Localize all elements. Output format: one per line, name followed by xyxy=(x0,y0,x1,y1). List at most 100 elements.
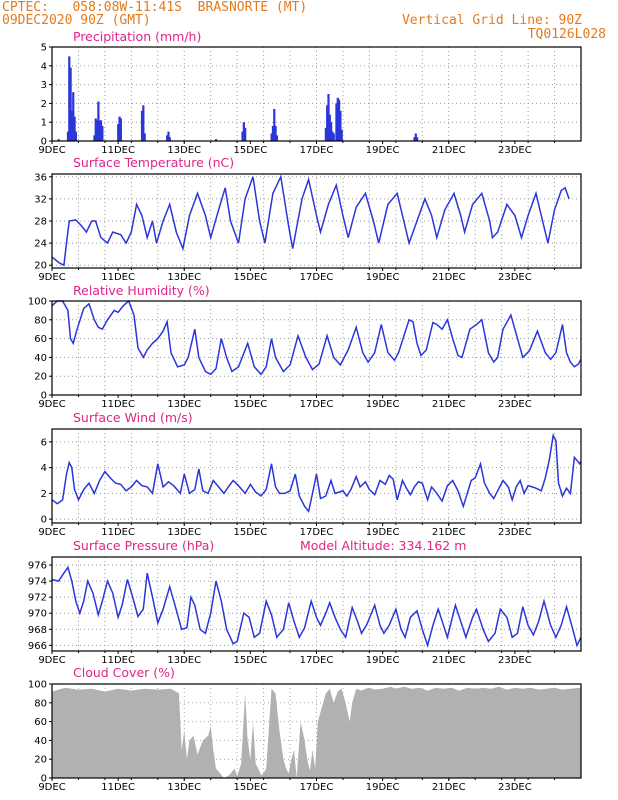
header-station: CPTEC: 058:08W-11:41S BRASNORTE (MT) xyxy=(2,0,308,15)
precip-xtick-label: 15DEC xyxy=(234,145,268,156)
precip-bar xyxy=(326,105,329,141)
rh-ytick-label: 20 xyxy=(34,372,47,383)
precip-bar xyxy=(98,120,101,141)
cloud-xtick-label: 19DEC xyxy=(366,782,400,793)
wind-title: Surface Wind (m/s) xyxy=(73,410,193,425)
wind-xtick-label: 23DEC xyxy=(498,527,532,538)
rh-xtick-label: 19DEC xyxy=(366,399,400,410)
temp-ytick-label: 32 xyxy=(34,194,47,205)
precip-bar xyxy=(97,101,100,141)
precip-bar xyxy=(101,125,104,141)
cloud-xtick-label: 9DEC xyxy=(38,782,65,793)
precip-bar xyxy=(95,120,99,141)
precip-bar xyxy=(324,127,327,141)
precip-bar xyxy=(270,133,273,141)
wind-xtick-label: 21DEC xyxy=(432,527,466,538)
precip-bar xyxy=(273,109,276,141)
pressure-frame xyxy=(51,556,582,652)
rh-xtick-label: 13DEC xyxy=(167,399,201,410)
pressure-xtick-label: 13DEC xyxy=(167,655,201,666)
pressure-ytick-label: 976 xyxy=(28,561,47,572)
rh-xtick-label: 23DEC xyxy=(498,399,532,410)
temp-xtick-label: 23DEC xyxy=(498,272,532,283)
precip-bar xyxy=(94,118,97,141)
rh-ytick-label: 40 xyxy=(34,353,47,364)
temp-ytick-label: 20 xyxy=(34,261,47,272)
cloud-ytick-label: 60 xyxy=(34,717,47,728)
header-date: 09DEC2020 90Z (GMT) xyxy=(2,13,151,28)
precip-bar xyxy=(340,129,343,141)
rh-frame xyxy=(51,300,582,396)
rh-title: Relative Humidity (%) xyxy=(73,283,210,298)
precip-bar xyxy=(143,133,146,141)
precip-bar xyxy=(166,135,169,141)
precip-ytick-label: 0 xyxy=(41,137,47,148)
precip-bar xyxy=(331,131,334,141)
temp-xtick-label: 15DEC xyxy=(234,272,268,283)
temp-xtick-label: 11DEC xyxy=(101,272,135,283)
precip-bar xyxy=(336,97,339,141)
cloud-ytick-label: 0 xyxy=(41,774,47,785)
temp-ytick-label: 28 xyxy=(34,217,47,228)
pressure-xtick-label: 19DEC xyxy=(366,655,400,666)
precip-bar xyxy=(72,92,75,141)
precip-bar xyxy=(74,131,78,141)
precip-bar xyxy=(69,67,72,141)
precip-bar xyxy=(93,135,96,141)
pressure-ytick-label: 972 xyxy=(28,593,47,604)
wind-xtick-label: 9DEC xyxy=(38,527,65,538)
precip-xtick-label: 21DEC xyxy=(432,145,466,156)
precip-bar xyxy=(73,116,76,141)
temp-ytick-label: 24 xyxy=(34,239,47,250)
precip-bar xyxy=(242,122,245,141)
wind-xtick-label: 11DEC xyxy=(101,527,135,538)
pressure-xtick-label: 15DEC xyxy=(234,655,268,666)
cloud-xtick-label: 21DEC xyxy=(432,782,466,793)
rh-xtick-label: 11DEC xyxy=(101,399,135,410)
wind-ytick-label: 0 xyxy=(41,515,47,526)
rh-ytick-label: 100 xyxy=(28,297,47,308)
precip-ytick-label: 3 xyxy=(41,80,47,91)
pressure-ytick-label: 970 xyxy=(28,609,47,620)
cloud-ytick-label: 40 xyxy=(34,736,47,747)
pressure-ytick-label: 974 xyxy=(28,577,47,588)
precip-ytick-label: 1 xyxy=(41,118,47,129)
precip-bar xyxy=(140,110,144,141)
precip-bar xyxy=(413,137,416,141)
precip-bar xyxy=(275,135,279,141)
precip-ytick-label: 4 xyxy=(41,61,47,72)
pressure-ytick-label: 966 xyxy=(28,641,47,652)
precip-ytick-label: 5 xyxy=(41,43,47,54)
precip-xtick-label: 9DEC xyxy=(38,145,65,156)
cloud-ytick-label: 20 xyxy=(34,755,47,766)
temp-series-line xyxy=(51,174,570,267)
rh-xtick-label: 17DEC xyxy=(300,399,334,410)
cloud-title: Cloud Cover (%) xyxy=(73,665,175,680)
rh-ytick-label: 60 xyxy=(34,334,47,345)
header-model-code: TQ0126L028 xyxy=(527,27,606,42)
rh-series-line xyxy=(51,299,582,376)
pressure-ytick-label: 968 xyxy=(28,625,47,636)
pressure-xtick-label: 21DEC xyxy=(432,655,466,666)
wind-xtick-label: 19DEC xyxy=(366,527,400,538)
header-grid-line: Vertical Grid Line: 90Z xyxy=(401,13,582,28)
precip-bar xyxy=(118,116,121,141)
rh-ytick-label: 0 xyxy=(41,391,47,402)
precip-bar xyxy=(142,105,145,141)
pressure-series-line xyxy=(51,565,582,649)
precip-bar xyxy=(414,133,417,141)
wind-series-line xyxy=(51,433,582,514)
precip-bar xyxy=(117,124,120,141)
precip-bar xyxy=(332,133,335,141)
temp-title: Surface Temperature (nC) xyxy=(73,155,234,170)
cloud-xtick-label: 15DEC xyxy=(234,782,268,793)
pressure-xtick-label: 9DEC xyxy=(38,655,65,666)
cloud-ytick-label: 100 xyxy=(28,680,47,691)
wind-xtick-label: 15DEC xyxy=(234,527,268,538)
precip-bar xyxy=(70,110,74,141)
precip-bar xyxy=(168,137,171,141)
wind-ytick-label: 6 xyxy=(41,437,47,448)
cloud-series-area xyxy=(52,686,581,778)
pressure-xtick-label: 17DEC xyxy=(300,655,334,666)
